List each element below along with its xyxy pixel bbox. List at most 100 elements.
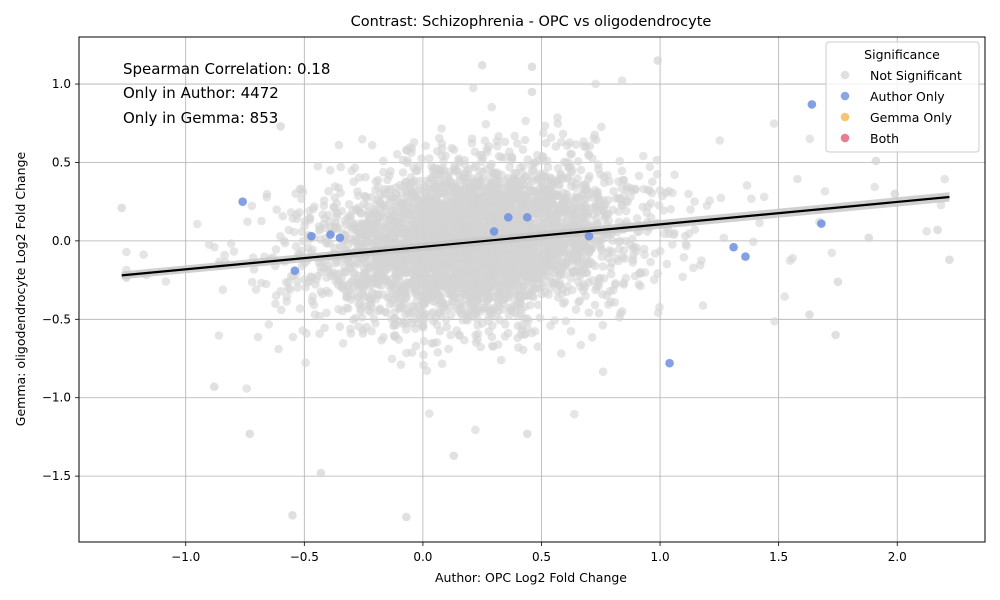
not-significant-point <box>417 154 426 163</box>
not-significant-point <box>788 253 797 263</box>
not-significant-point <box>390 307 400 317</box>
not-significant-point <box>574 297 583 307</box>
not-significant-point <box>573 157 583 166</box>
not-significant-point <box>449 451 459 461</box>
author-only-point <box>326 230 335 239</box>
legend-box <box>825 41 980 153</box>
not-significant-point <box>534 156 543 165</box>
not-significant-point <box>395 216 405 225</box>
not-significant-point <box>467 134 477 143</box>
not-significant-point <box>316 468 326 478</box>
not-significant-point <box>418 235 427 244</box>
not-significant-point <box>379 333 388 342</box>
not-significant-point <box>442 230 452 239</box>
not-significant-point <box>770 317 779 326</box>
not-significant-point <box>540 121 550 131</box>
annotation-gemma-only: Only in Gemma: 853 <box>123 109 278 127</box>
not-significant-point <box>505 162 514 172</box>
not-significant-point <box>419 350 428 360</box>
not-significant-point <box>537 265 547 275</box>
not-significant-point <box>479 303 488 312</box>
not-significant-point <box>290 227 299 237</box>
not-significant-point <box>520 172 530 182</box>
not-significant-point <box>566 326 576 336</box>
not-significant-point <box>515 247 524 257</box>
not-significant-point <box>253 332 263 342</box>
not-significant-point <box>507 306 516 315</box>
not-significant-point <box>533 342 543 352</box>
not-significant-point <box>338 339 348 348</box>
y-tick-label: 0.0 <box>52 234 71 248</box>
not-significant-point <box>619 191 629 201</box>
not-significant-point <box>599 274 609 283</box>
not-significant-point <box>535 187 545 196</box>
not-significant-point <box>341 220 351 229</box>
not-significant-point <box>681 231 690 241</box>
not-significant-point <box>444 344 453 354</box>
not-significant-point <box>529 206 538 216</box>
not-significant-point <box>890 189 900 199</box>
not-significant-point <box>427 211 437 220</box>
not-significant-point <box>510 169 519 178</box>
not-significant-point <box>395 180 405 190</box>
not-significant-point <box>601 200 610 209</box>
not-significant-point <box>413 261 423 270</box>
not-significant-point <box>392 150 402 159</box>
not-significant-point <box>522 224 531 234</box>
not-significant-point <box>655 302 664 312</box>
not-significant-point <box>488 341 497 351</box>
not-significant-point <box>380 184 390 194</box>
not-significant-point <box>369 266 379 275</box>
not-significant-point <box>555 249 565 258</box>
not-significant-point <box>640 268 650 277</box>
not-significant-point <box>271 245 281 254</box>
x-tick-label: 0.5 <box>532 550 551 564</box>
not-significant-point <box>298 236 308 246</box>
not-significant-point <box>396 302 406 311</box>
not-significant-point <box>454 198 464 208</box>
not-significant-point <box>647 188 657 198</box>
not-significant-point <box>310 310 320 319</box>
author-only-point <box>741 252 750 261</box>
not-significant-point <box>277 305 286 315</box>
not-significant-point <box>486 182 496 191</box>
not-significant-point <box>654 201 664 210</box>
not-significant-point <box>568 255 577 265</box>
not-significant-point <box>666 204 675 214</box>
not-significant-point <box>513 333 522 343</box>
not-significant-point <box>251 285 261 294</box>
not-significant-point <box>122 247 131 257</box>
legend-title: Significance <box>864 47 940 62</box>
not-significant-point <box>378 202 388 211</box>
not-significant-point <box>346 329 356 338</box>
not-significant-point <box>325 238 335 248</box>
not-significant-point <box>456 189 465 198</box>
not-significant-point <box>440 178 450 187</box>
not-significant-point <box>437 124 446 133</box>
not-significant-point <box>313 271 323 281</box>
not-significant-point <box>229 247 239 256</box>
not-significant-point <box>394 316 403 326</box>
not-significant-point <box>522 429 532 439</box>
not-significant-point <box>639 184 648 194</box>
x-tick-label: 1.0 <box>651 550 670 564</box>
y-tick-label: −1.5 <box>42 469 71 483</box>
not-significant-point <box>554 206 563 215</box>
not-significant-point <box>493 141 502 151</box>
not-significant-point <box>466 199 475 208</box>
not-significant-point <box>485 303 495 313</box>
not-significant-point <box>333 209 342 219</box>
not-significant-point <box>470 182 480 191</box>
author-only-point <box>489 227 499 236</box>
not-significant-point <box>274 344 283 354</box>
not-significant-point <box>527 87 537 97</box>
legend-marker-gemma-only <box>840 112 850 122</box>
not-significant-point <box>584 308 594 317</box>
not-significant-point <box>366 274 376 283</box>
not-significant-point <box>407 190 417 199</box>
not-significant-point <box>288 511 297 520</box>
not-significant-point <box>936 200 946 210</box>
not-significant-point <box>503 328 513 338</box>
not-significant-point <box>533 300 543 310</box>
not-significant-point <box>486 218 496 228</box>
